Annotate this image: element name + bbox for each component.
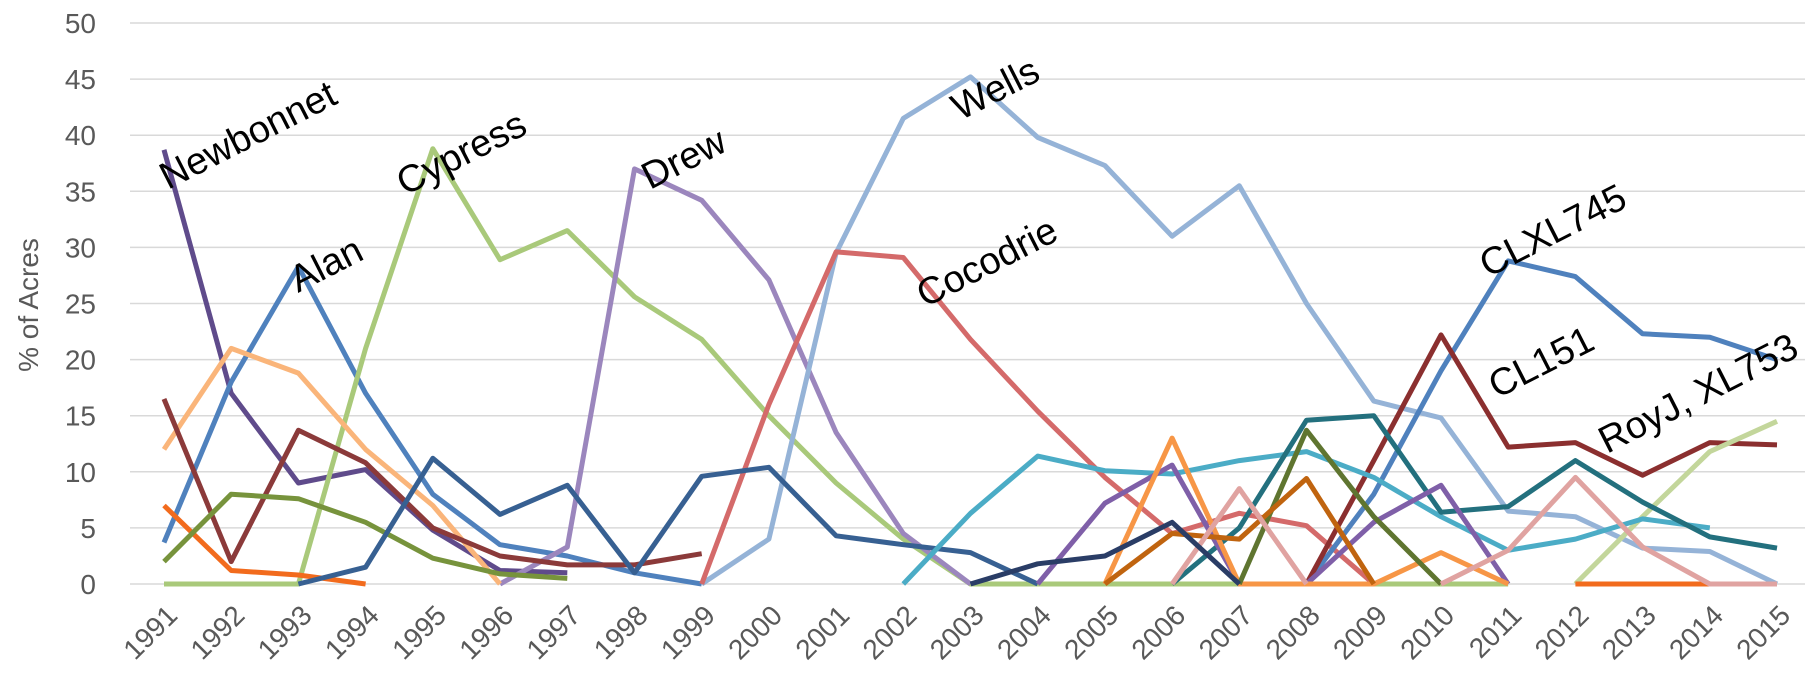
series-line — [161, 397, 703, 568]
y-tick-label: 15 — [65, 401, 96, 432]
annotation: Cocodrie — [910, 210, 1065, 316]
series-line — [1304, 258, 1778, 586]
x-tick-label: 2005 — [1058, 599, 1124, 665]
y-tick-label: 20 — [65, 345, 96, 376]
x-tick-label: 2015 — [1730, 599, 1796, 665]
y-tick-label: 10 — [65, 457, 96, 488]
series-line — [498, 166, 973, 587]
series-line — [164, 146, 1509, 587]
series-line — [901, 449, 1711, 586]
y-tick-label: 45 — [65, 64, 96, 95]
x-tick-label: 2002 — [857, 599, 923, 665]
y-tick-label: 50 — [65, 8, 96, 39]
series-line — [1573, 419, 1779, 586]
x-tick-label: 1994 — [319, 599, 385, 665]
x-tick-label: 1996 — [453, 599, 519, 665]
annotation: CL151 — [1482, 319, 1601, 407]
series-line — [1170, 413, 1778, 586]
y-tick-label: 40 — [65, 120, 96, 151]
x-tick-label: 2004 — [991, 599, 1057, 665]
x-tick-label: 2011 — [1463, 599, 1528, 664]
x-tick-label: 2003 — [924, 599, 990, 665]
x-tick-label: 1997 — [521, 599, 587, 665]
y-axis-title: % of Acres — [13, 238, 44, 372]
annotation: RoyJ, XL753 — [1592, 326, 1805, 462]
y-tick-label: 5 — [80, 513, 96, 544]
x-tick-label: 2007 — [1193, 599, 1259, 665]
x-tick-label: 1999 — [655, 599, 721, 665]
series-line — [1103, 476, 1376, 586]
x-tick-label: 2014 — [1663, 599, 1729, 665]
y-tick-label: 35 — [65, 176, 96, 207]
annotation: Drew — [635, 120, 734, 198]
annotation: Wells — [945, 50, 1046, 129]
x-tick-label: 1993 — [252, 599, 318, 665]
x-tick-label: 2013 — [1596, 599, 1662, 665]
x-tick-label: 2010 — [1394, 599, 1460, 665]
x-tick-label: 2008 — [1260, 599, 1326, 665]
y-tick-label: 25 — [65, 289, 96, 320]
series-line — [162, 491, 568, 581]
annotation: Alan — [283, 229, 370, 301]
x-tick-label: 1998 — [588, 599, 654, 665]
series-line — [1304, 332, 1778, 586]
series-line — [1170, 474, 1777, 587]
y-tick-label: 0 — [80, 569, 96, 600]
x-tick-label: 1991 — [117, 599, 183, 665]
x-tick-label: 1995 — [386, 599, 452, 665]
series-line — [161, 149, 568, 576]
x-tick-label: 2009 — [1327, 599, 1393, 665]
series-line — [162, 503, 1710, 587]
series-line — [1237, 427, 1443, 586]
x-tick-label: 1992 — [185, 599, 251, 665]
x-tick-label: 2006 — [1125, 599, 1191, 665]
series-line — [297, 455, 1039, 587]
series-line — [161, 345, 502, 586]
series-line — [700, 74, 1779, 587]
annotation: Cypress — [390, 103, 533, 204]
x-tick-label: 2001 — [789, 599, 855, 665]
y-tick-label: 30 — [65, 232, 96, 263]
x-tick-label: 2012 — [1529, 599, 1595, 665]
series-line — [969, 519, 1241, 587]
x-tick-label: 2000 — [722, 599, 788, 665]
